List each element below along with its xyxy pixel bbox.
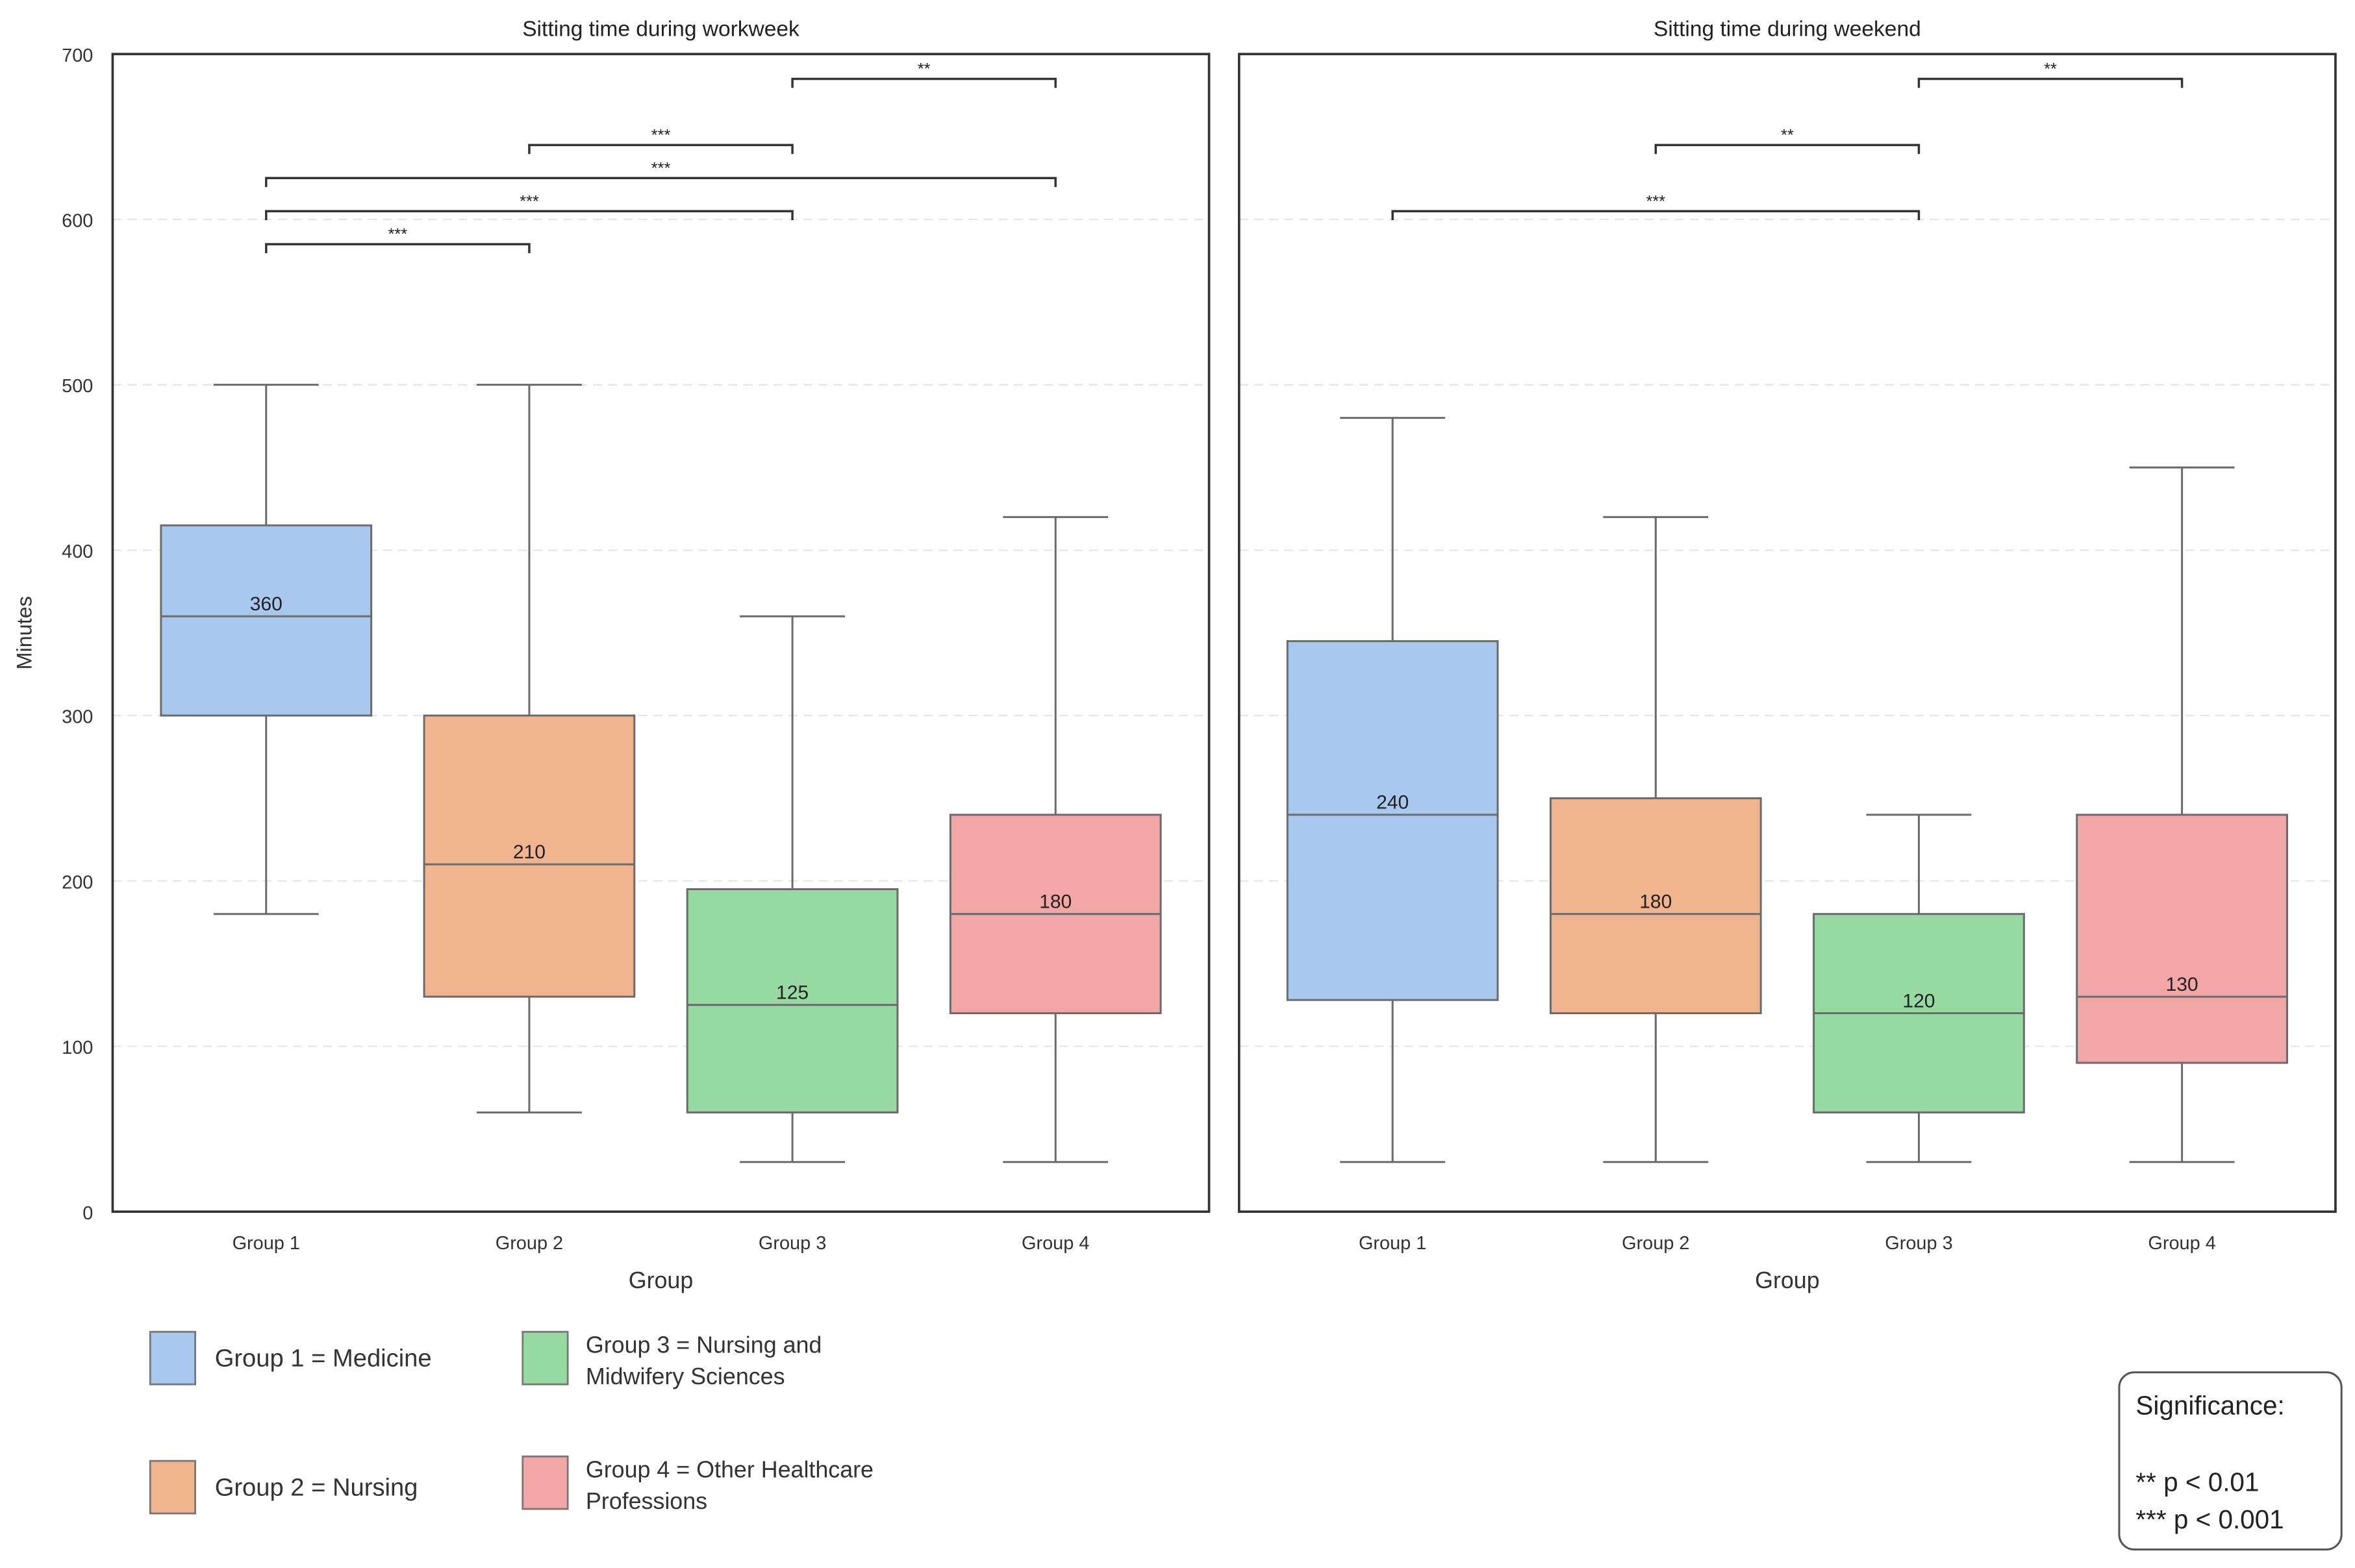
median-label: 120 <box>1902 990 1935 1012</box>
bracket-label: *** <box>388 225 408 243</box>
bracket-label: *** <box>1646 192 1665 210</box>
bracket-label: *** <box>520 192 539 210</box>
panel-title: Sitting time during workweek <box>522 18 800 42</box>
x-tick-label: Group 3 <box>1885 1233 1952 1254</box>
y-axis-label: Minutes <box>13 596 36 669</box>
x-tick-label: Group 1 <box>1359 1233 1426 1254</box>
bracket-label: ** <box>918 60 931 79</box>
box-group-3: 120 <box>1813 814 2025 1164</box>
x-tick-label: Group 2 <box>496 1233 563 1254</box>
significance-bracket: *** <box>528 126 794 155</box>
significance-bracket: *** <box>265 192 794 221</box>
median-label: 125 <box>776 982 809 1004</box>
bracket-line <box>1654 143 1921 155</box>
panel-title: Sitting time during weekend <box>1654 18 1921 42</box>
iqr-box <box>1549 797 1762 1015</box>
x-axis-label: Group <box>629 1267 694 1293</box>
legend-label: Midwifery Sciences <box>586 1363 785 1389</box>
legend-swatch <box>522 1330 569 1386</box>
bracket-label: ** <box>1781 126 1794 144</box>
bracket-label: ** <box>2044 60 2057 79</box>
significance-bracket: *** <box>1391 192 1921 221</box>
bracket-line <box>791 77 1057 88</box>
median-label: 240 <box>1376 792 1409 814</box>
panel-1: Sitting time during workweek 0 100 200 300 40… <box>13 18 1211 1293</box>
legend-label: Group 3 = Nursing and <box>586 1332 822 1358</box>
legend-swatch <box>149 1460 197 1515</box>
legend-item: Group 4 = Other Healthcare Professions <box>522 1455 874 1514</box>
legend-item: Group 1 = Medicine <box>149 1330 432 1386</box>
y-tick-label: 600 <box>62 211 93 232</box>
legend-label: Group 4 = Other Healthcare <box>586 1457 874 1483</box>
y-tick-label: 400 <box>62 541 93 562</box>
bracket-line <box>265 210 794 221</box>
legend-label: Group 1 = Medicine <box>215 1344 432 1372</box>
median-label: 210 <box>513 841 546 863</box>
bracket-line <box>528 143 794 155</box>
iqr-box <box>1286 640 1499 1001</box>
x-tick-label: Group 4 <box>2148 1233 2215 1254</box>
median-label: 360 <box>250 593 283 615</box>
significance-bracket: ** <box>791 60 1057 88</box>
plot-frame <box>1237 53 2337 1213</box>
legend: Group 1 = Medicine Group 3 = Nursing and M… <box>149 1330 874 1515</box>
bracket-line <box>1917 77 2184 88</box>
panel-2: Sitting time during weekend Group 1 Group … <box>1237 18 2337 1293</box>
box-group-1: 360 <box>160 384 373 915</box>
x-axis-label: Group <box>1755 1267 1820 1293</box>
box-group-4: 180 <box>949 516 1162 1164</box>
y-tick-label: 300 <box>62 707 93 728</box>
iqr-box <box>686 888 899 1114</box>
bracket-line <box>265 243 531 254</box>
y-tick-label: 500 <box>62 376 93 397</box>
box-group-2: 210 <box>423 384 636 1114</box>
box-group-2: 180 <box>1549 516 1762 1164</box>
median-label: 130 <box>2166 974 2198 995</box>
median-label: 180 <box>1039 891 1072 912</box>
x-tick-label: Group 2 <box>1622 1233 1689 1254</box>
iqr-box <box>2076 814 2288 1064</box>
bracket-line <box>1391 210 1921 221</box>
significance-bracket: ** <box>1654 126 1921 155</box>
significance-line: *** p < 0.001 <box>2135 1504 2284 1534</box>
y-tick-label: 700 <box>62 45 93 66</box>
x-tick-label: Group 1 <box>233 1233 300 1254</box>
iqr-box <box>423 714 636 998</box>
plot-frame <box>111 53 1211 1213</box>
y-tick-label: 100 <box>62 1038 93 1058</box>
y-tick-label: 200 <box>62 872 93 893</box>
box-group-1: 240 <box>1286 417 1499 1164</box>
legend-label: Group 2 = Nursing <box>215 1473 418 1501</box>
y-tick-label: 0 <box>82 1203 93 1224</box>
significance-box <box>2118 1371 2343 1551</box>
iqr-box <box>160 524 373 717</box>
legend-label: Professions <box>586 1488 707 1514</box>
significance-key: Significance: ** p < 0.01 *** p < 0.001 <box>2118 1371 2343 1551</box>
legend-swatch <box>522 1455 569 1510</box>
significance-bracket: ** <box>1917 60 2184 88</box>
legend-item: Group 2 = Nursing <box>149 1460 418 1515</box>
significance-title: Significance: <box>2135 1390 2284 1420</box>
bracket-label: *** <box>651 159 671 177</box>
significance-bracket: *** <box>265 225 531 254</box>
box-group-3: 125 <box>686 615 899 1164</box>
significance-line: ** p < 0.01 <box>2135 1467 2259 1497</box>
median-label: 180 <box>1639 891 1672 912</box>
significance-bracket: *** <box>265 159 1057 188</box>
legend-swatch <box>149 1330 197 1386</box>
x-tick-label: Group 3 <box>759 1233 826 1254</box>
bracket-label: *** <box>651 126 671 144</box>
legend-item: Group 3 = Nursing and Midwifery Sciences <box>522 1330 822 1389</box>
bracket-line <box>265 177 1057 188</box>
box-group-4: 130 <box>2076 466 2288 1164</box>
x-tick-label: Group 4 <box>1022 1233 1089 1254</box>
